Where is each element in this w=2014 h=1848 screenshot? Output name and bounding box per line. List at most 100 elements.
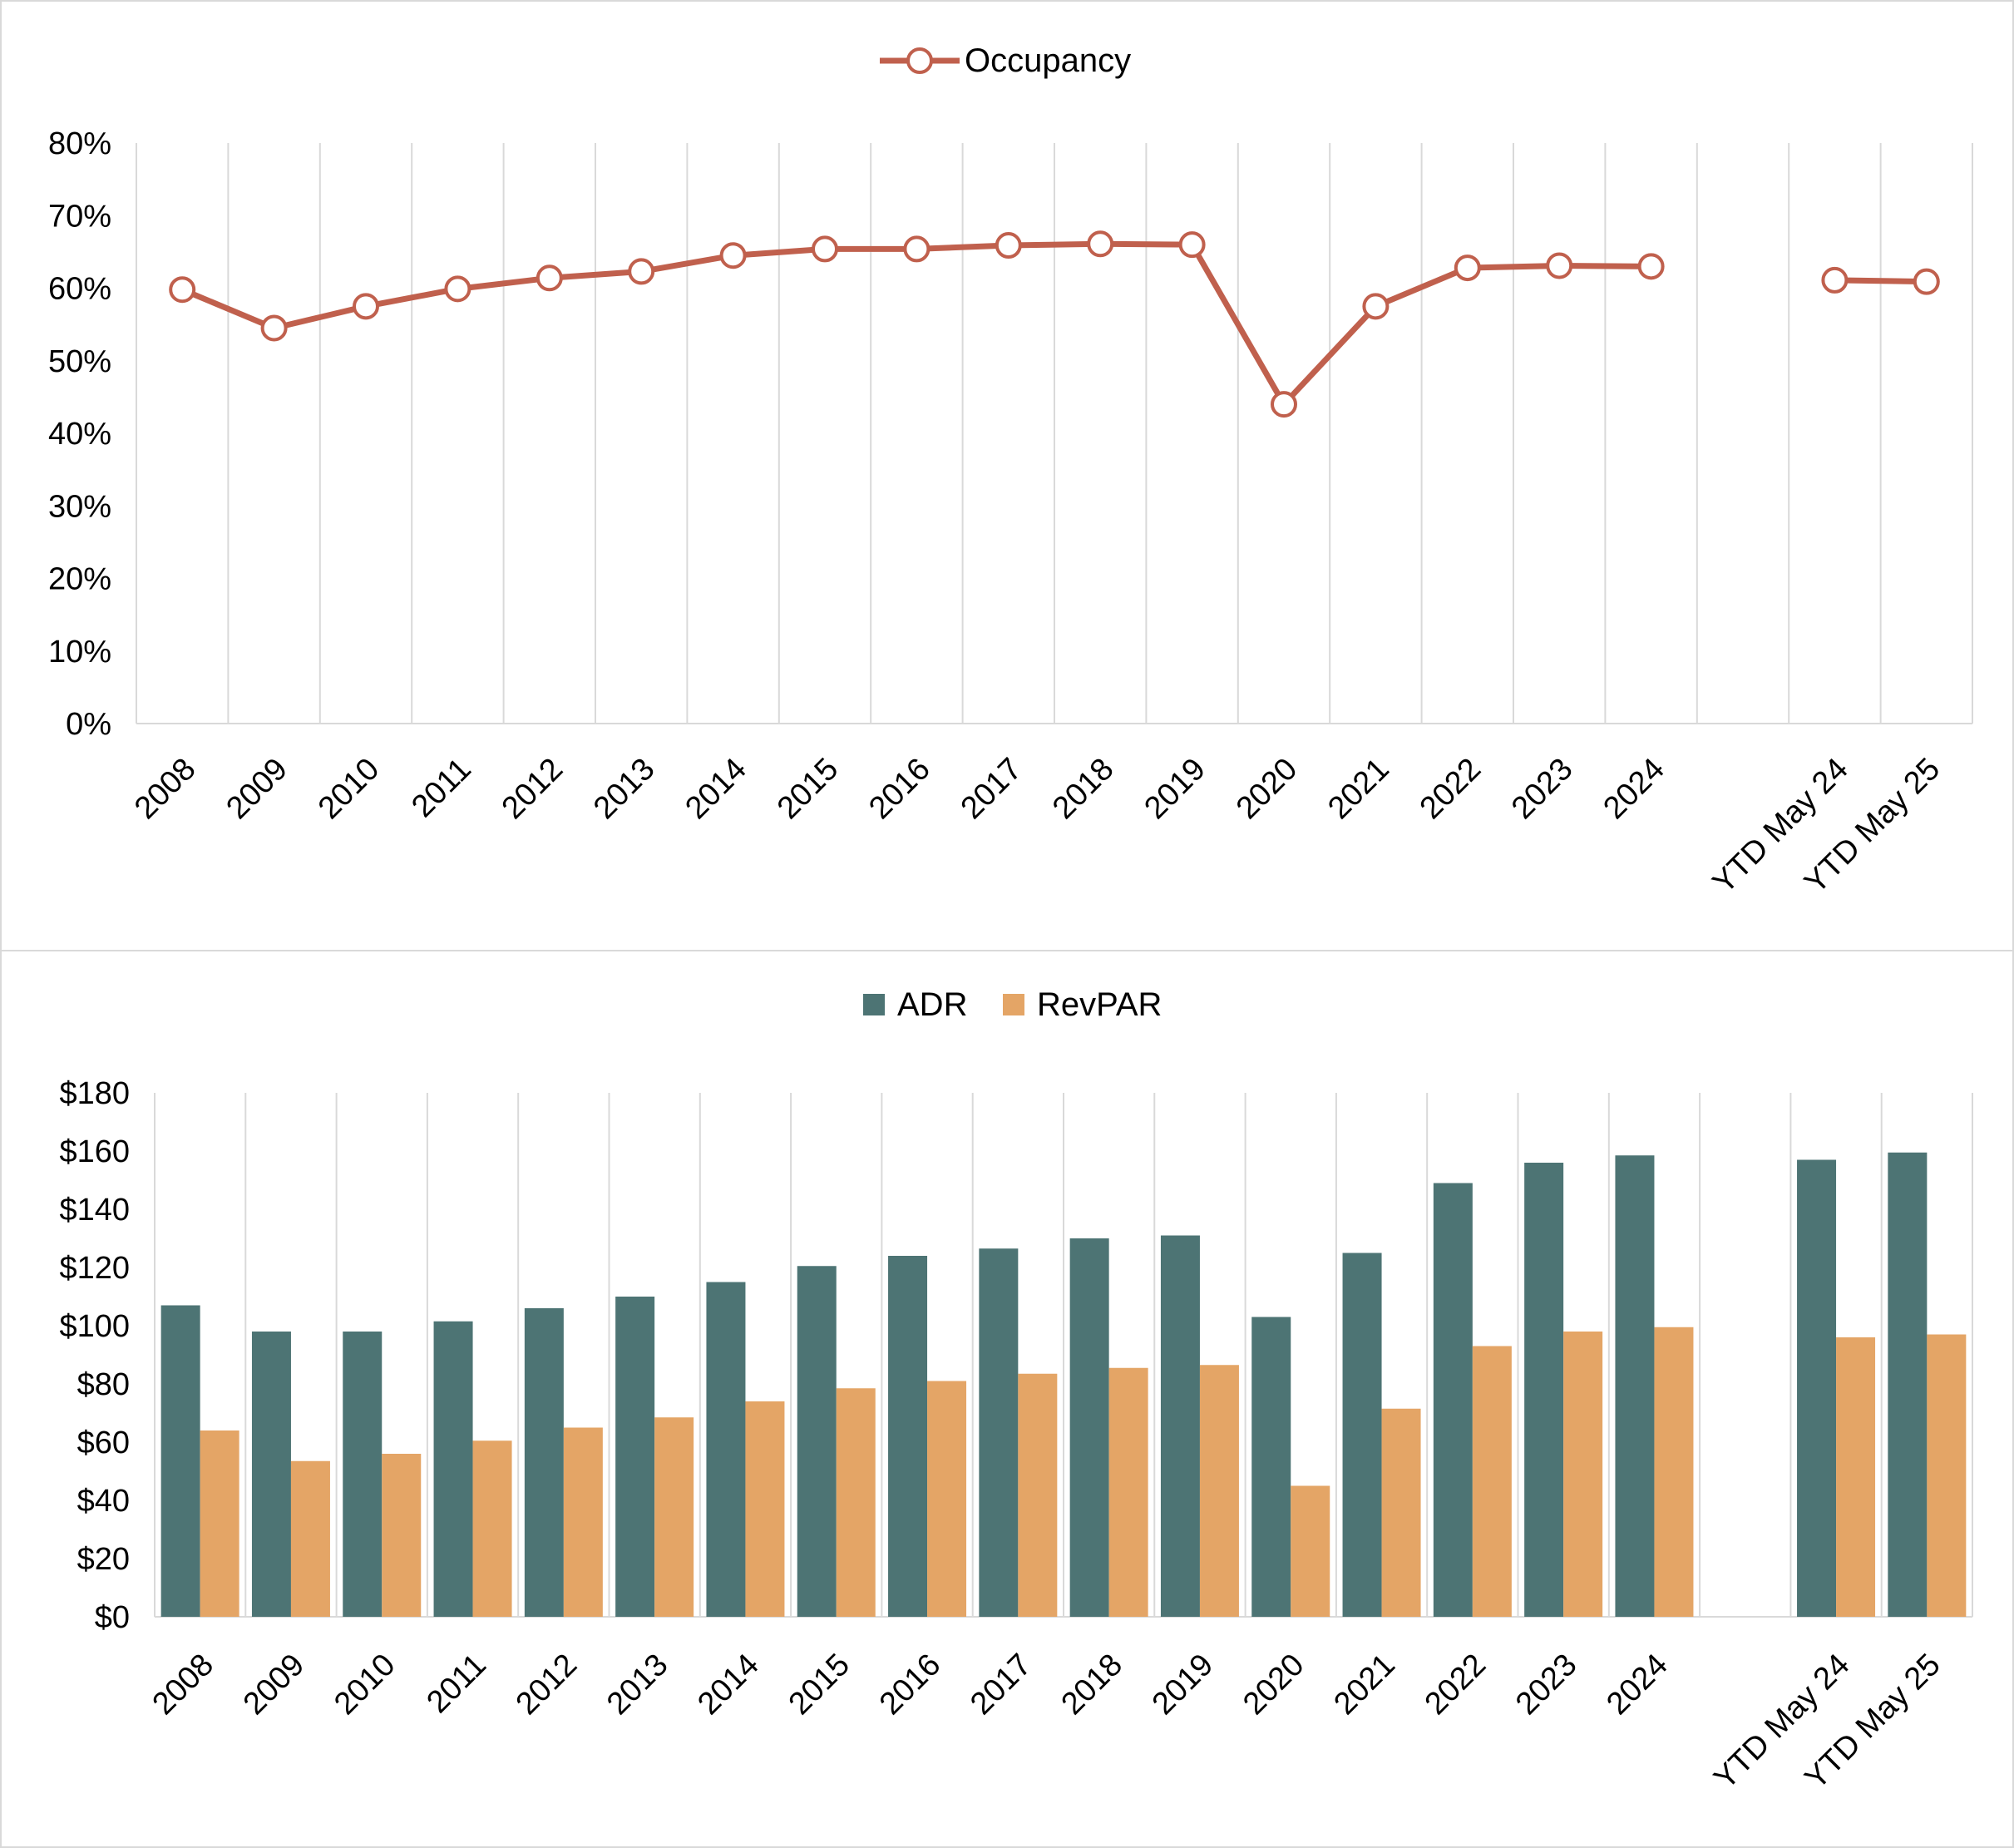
y-tick-label: $140 [59, 1193, 130, 1228]
revpar-bar [836, 1388, 876, 1617]
revpar-bar [654, 1417, 694, 1617]
occupancy-data-point [1271, 391, 1297, 418]
adr-revpar-chart: $0$20$40$60$80$100$120$140$160$180 2008 2… [59, 986, 1973, 1796]
adr-bar [1069, 1238, 1109, 1617]
adr-bar [251, 1332, 291, 1617]
x-tick-label: 2014 [691, 1648, 765, 1722]
revpar-bar [1381, 1408, 1421, 1617]
x-tick-label: 2012 [510, 1648, 584, 1722]
occupancy-chart-panel: 0% 10% 20% 30% 40% 50% 60% 70% 80% 2008 2009 2010 2… [0, 0, 2014, 951]
y-tick-label: $80 [77, 1367, 130, 1402]
x-tick-label: 2015 [771, 752, 845, 826]
legend-label-occupancy: Occupancy [965, 42, 1131, 79]
occupancy-data-point [260, 314, 288, 342]
y-tick-label: 10% [48, 635, 111, 670]
x-tick-label: 2012 [496, 752, 570, 826]
x-tick-label: 2019 [1146, 1648, 1220, 1722]
adr-bar [615, 1297, 655, 1617]
y-tick-label: 30% [48, 489, 111, 524]
adr-bar [160, 1305, 200, 1617]
legend-label-revpar: RevPAR [1037, 986, 1162, 1023]
x-tick-label: 2014 [679, 752, 753, 826]
occupancy-series-line [180, 240, 1651, 408]
occupancy-data-point [812, 235, 838, 263]
adr-bar [524, 1308, 564, 1617]
y-tick-label: $40 [77, 1484, 130, 1519]
occupancy-data-point [1913, 268, 1940, 295]
x-tick-label: 2016 [862, 752, 936, 826]
y-tick-label: 60% [48, 272, 111, 307]
x-tick-label: 2018 [1046, 752, 1120, 826]
revpar-bar [1472, 1346, 1512, 1617]
revpar-bar [290, 1460, 330, 1617]
legend-swatch-adr [863, 994, 885, 1015]
occupancy-data-point [1087, 230, 1114, 258]
occupancy-data-point [1178, 231, 1206, 259]
x-tick-label: 2020 [1237, 1648, 1311, 1722]
x-tick-label: 2024 [1597, 752, 1671, 826]
x-tick-label: 2010 [312, 752, 386, 826]
legend-point-marker [906, 47, 933, 74]
occupancy-data-point [1546, 252, 1573, 279]
revpar-bar [1018, 1373, 1058, 1617]
revpar-bar [745, 1401, 785, 1617]
revpar-bar [1654, 1327, 1694, 1617]
y-tick-label: $120 [59, 1251, 130, 1286]
x-tick-label: 2018 [1055, 1648, 1129, 1722]
x-tick-label: 2017 [955, 752, 1029, 826]
adr-bar [888, 1256, 928, 1617]
x-tick-label: 2011 [420, 1648, 492, 1720]
revpar-bar [1199, 1365, 1239, 1617]
x-tick-label: 2023 [1509, 1648, 1583, 1722]
y-tick-label: $0 [95, 1600, 130, 1635]
occupancy-data-point [169, 276, 196, 304]
adr-bar [1524, 1163, 1564, 1617]
x-tick-label: 2022 [1419, 1648, 1493, 1722]
revpar-bar [1836, 1337, 1876, 1617]
occupancy-data-point [536, 264, 563, 292]
x-tick-label: 2016 [873, 1648, 947, 1722]
x-tick-label: 2013 [587, 752, 661, 826]
x-tick-label: 2013 [600, 1648, 674, 1722]
revpar-bar [200, 1430, 239, 1617]
x-tick-label: 2024 [1600, 1648, 1674, 1722]
y-tick-label: $60 [77, 1426, 130, 1460]
y-tick-label: 40% [48, 417, 111, 452]
x-tick-label: 2009 [220, 752, 294, 826]
occupancy-data-point [1637, 253, 1665, 280]
adr-bar [1888, 1152, 1928, 1617]
revpar-bar [382, 1454, 422, 1617]
adr-bar [1433, 1183, 1473, 1617]
adr-bar [1342, 1253, 1382, 1617]
x-tick-label: 2008 [146, 1648, 220, 1722]
occupancy-data-point [995, 232, 1022, 259]
y-tick-label: 50% [48, 344, 111, 379]
adr-bar [1615, 1155, 1655, 1617]
y-tick-label: 20% [48, 562, 111, 597]
adr-bar [433, 1321, 473, 1617]
occupancy-data-point [1454, 254, 1481, 282]
adr-bar [1251, 1317, 1291, 1617]
revpar-bar [1291, 1485, 1330, 1617]
occupancy-data-point [1821, 266, 1849, 294]
x-tick-label: 2019 [1138, 752, 1212, 826]
adr-bar [797, 1266, 837, 1617]
x-tick-label: 2008 [128, 752, 202, 826]
adr-revpar-chart-panel: $0 $20 $40 $60 $80 $100 $120 $140 $160 $180 2008 2… [0, 950, 2014, 1848]
x-tick-label: 2023 [1505, 752, 1579, 826]
x-tick-label: 2021 [1321, 752, 1395, 826]
adr-bar [343, 1332, 383, 1617]
occupancy-data-point [1362, 293, 1390, 320]
occupancy-series-line [1834, 277, 1927, 285]
legend-label-adr: ADR [897, 986, 967, 1023]
revpar-bar [1108, 1367, 1148, 1617]
legend-swatch-revpar [1003, 994, 1024, 1015]
y-tick-label: $180 [59, 1076, 130, 1111]
occupancy-data-point [719, 242, 747, 269]
y-tick-label: $160 [59, 1134, 130, 1169]
x-tick-label: 2015 [782, 1648, 856, 1722]
y-tick-label: 80% [48, 126, 111, 161]
adr-bar [1160, 1235, 1200, 1617]
x-tick-label: 2011 [405, 752, 477, 824]
x-tick-label: 2009 [237, 1648, 311, 1722]
